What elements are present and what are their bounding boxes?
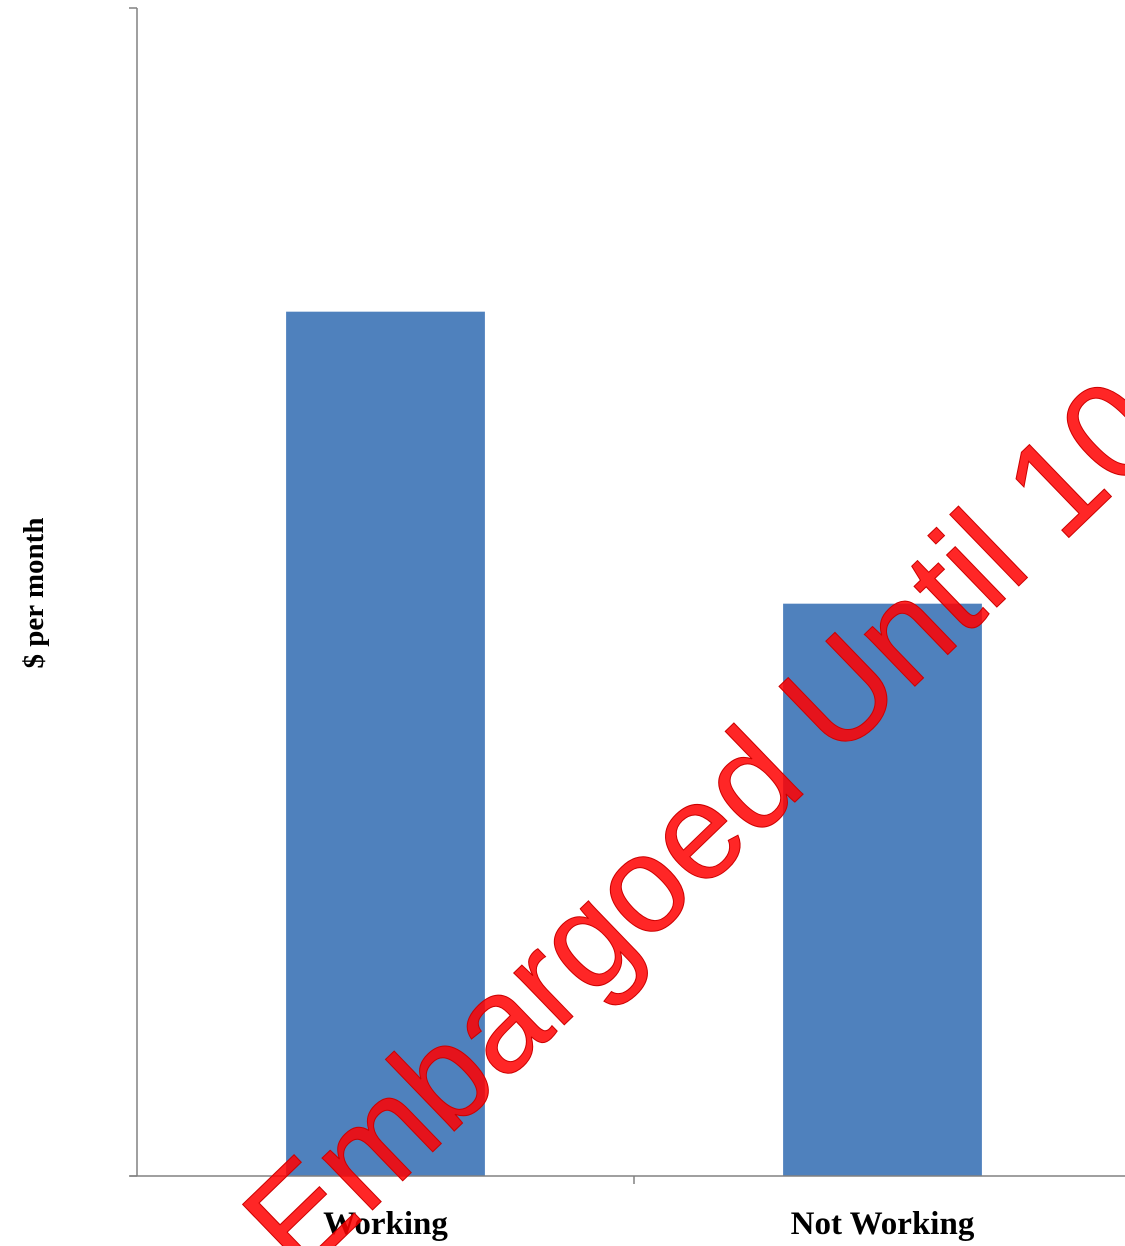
- y-axis-label: $ per month: [18, 518, 50, 669]
- x-tick-label: Not Working: [791, 1206, 975, 1242]
- bar-not-working: [783, 603, 982, 1176]
- bar-working: [286, 311, 485, 1176]
- x-tick-label: Working: [323, 1206, 448, 1242]
- x-labels-group: Working Not Working: [323, 1206, 975, 1242]
- bars-group: [286, 311, 982, 1176]
